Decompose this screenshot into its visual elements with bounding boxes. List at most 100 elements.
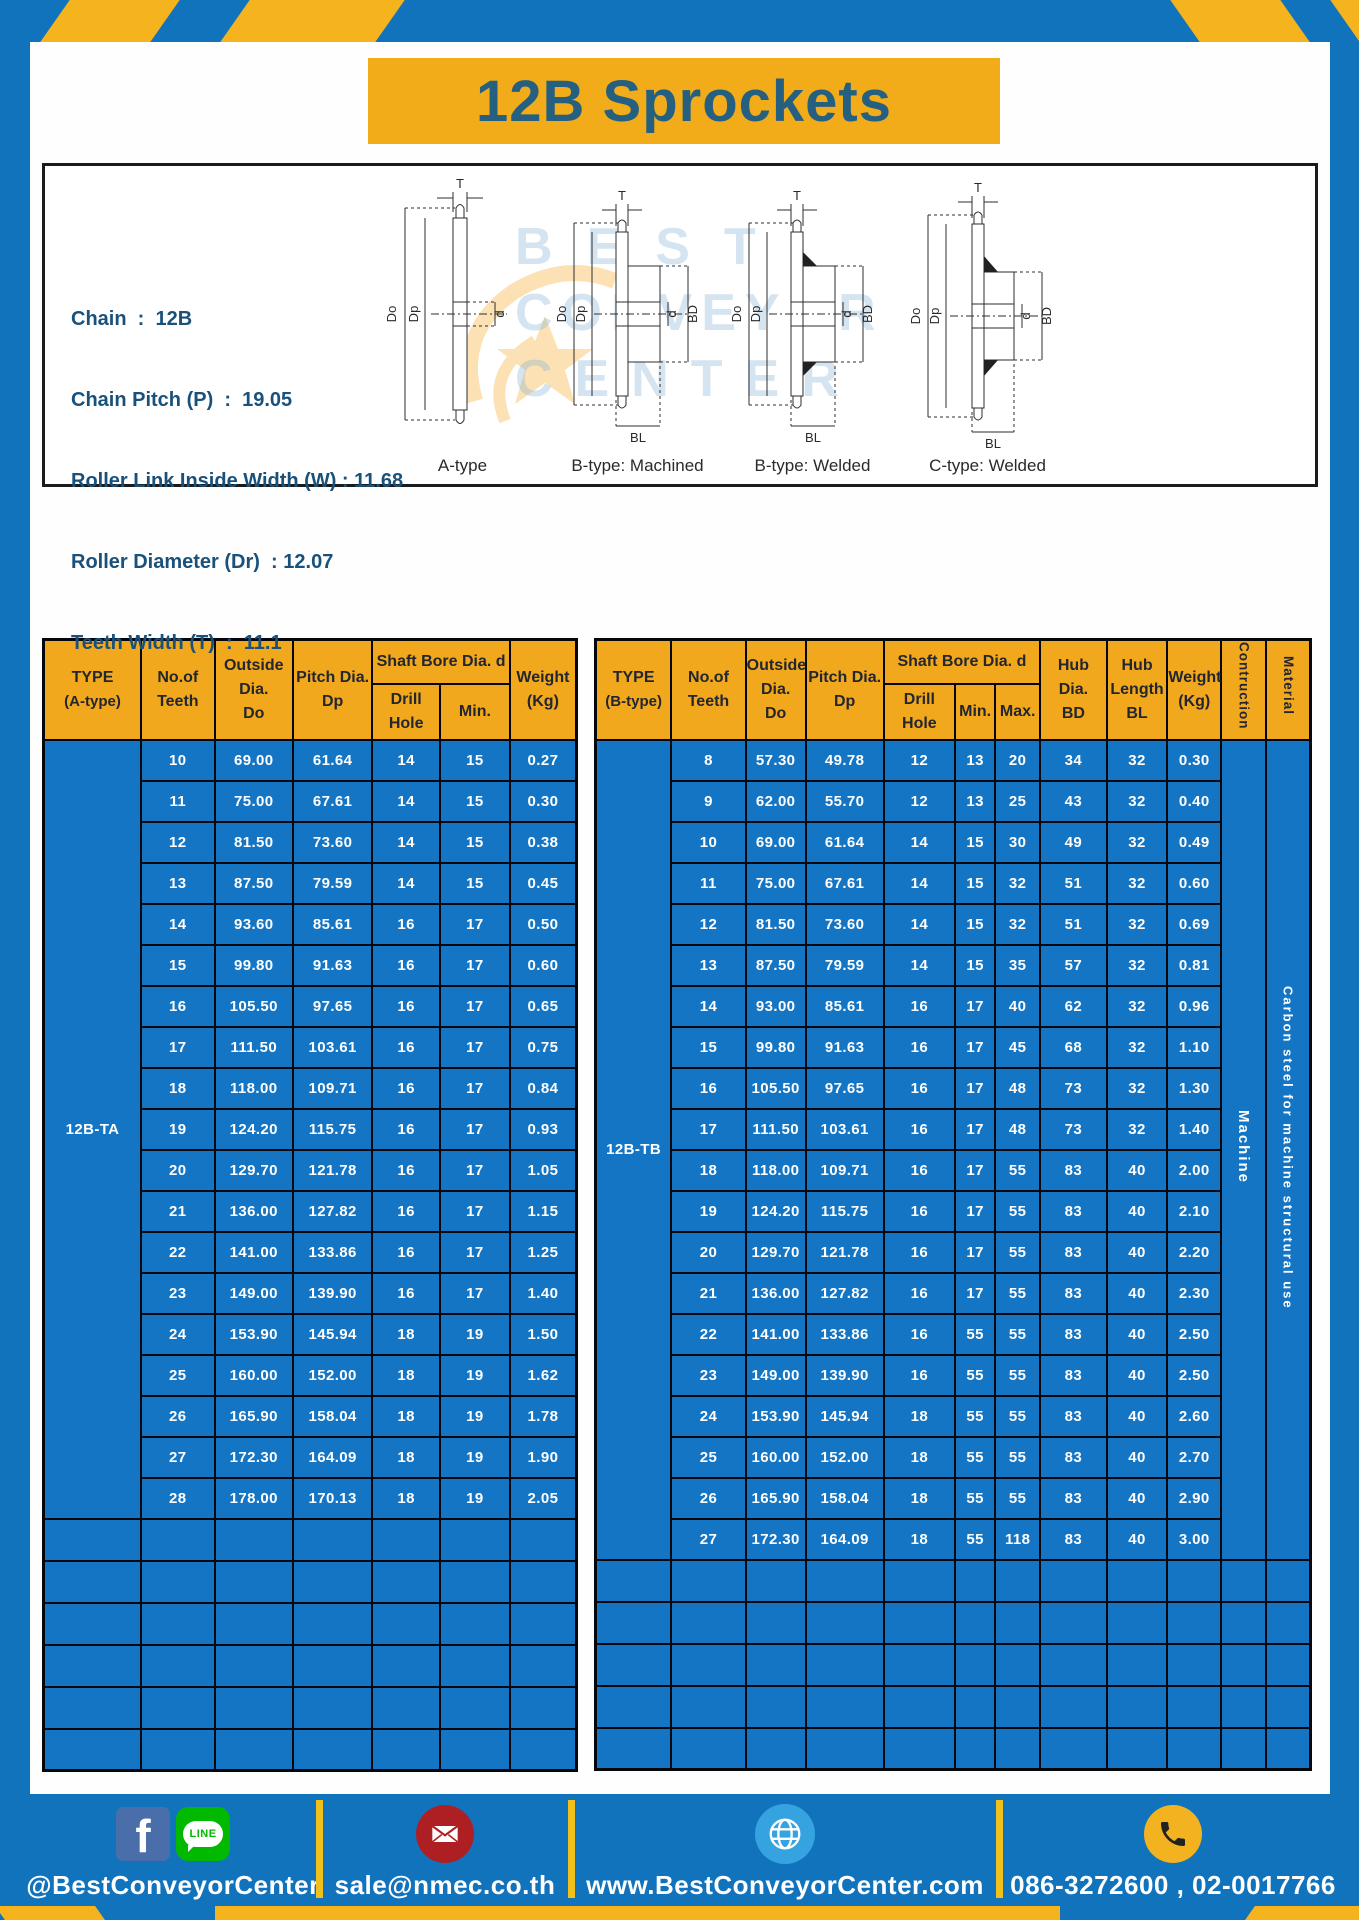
sprocket-drawings: T Do Dp d A-type (375, 174, 1075, 479)
table-cell: 21 (140, 1189, 216, 1233)
col-header-type: TYPE (B-type) (594, 638, 673, 741)
table-cell: 93.60 (213, 902, 294, 946)
table-cell (1220, 1684, 1268, 1729)
table-row: 15 99.80 91.63 16 17 0.60 (44, 943, 578, 987)
table-cell: 81.50 (213, 820, 294, 864)
facebook-icon[interactable]: f (116, 1807, 170, 1861)
table-cell: 0.38 (508, 820, 578, 864)
table-row: 11 75.00 67.61 14 15 32 51 32 0.60 (596, 861, 1311, 905)
table-cell: 16 (882, 1107, 957, 1151)
empty-table-row (42, 1685, 578, 1730)
table-cell (508, 1517, 578, 1562)
table-row: 28 178.00 170.13 18 19 2.05 (44, 1476, 578, 1520)
table-cell: 17 (439, 1107, 511, 1151)
table-row: 24 153.90 145.94 18 55 55 83 40 2.60 (596, 1394, 1311, 1438)
table-cell: 17 (954, 1271, 997, 1315)
drawing-c-type-welded: T Do Dp d BD (900, 174, 1075, 479)
table-cell: 12 (140, 820, 216, 864)
globe-icon[interactable] (755, 1804, 815, 1864)
line-icon[interactable]: LINE (176, 1807, 230, 1861)
table-cell: 3.00 (1166, 1517, 1223, 1561)
dim-label: d (1018, 312, 1033, 319)
table-cell (371, 1685, 442, 1730)
table-cell (954, 1642, 997, 1687)
table-cell: 40 (1105, 1230, 1169, 1274)
table-cell: 139.90 (291, 1271, 374, 1315)
table-cell (42, 1559, 143, 1604)
table-cell (1265, 1642, 1312, 1687)
table-cell: 67.61 (291, 779, 374, 823)
dim-label: Dp (927, 308, 942, 325)
table-cell (1105, 1600, 1169, 1645)
website-url[interactable]: www.BestConveyorCenter.com (586, 1870, 984, 1900)
table-cell: 32 (994, 861, 1042, 905)
table-cell (594, 1726, 673, 1771)
table-cell (1039, 1600, 1108, 1645)
table-cell: 69.00 (213, 738, 294, 782)
table-cell (744, 1684, 807, 1729)
table-cell: 2.20 (1166, 1230, 1223, 1274)
table-cell (371, 1517, 442, 1562)
col-header-max: Max. (994, 682, 1042, 741)
col-header-drill-hole: Drill Hole (371, 682, 442, 741)
table-cell: 0.81 (1166, 943, 1223, 987)
drawing-caption: B-type: Machined (571, 456, 704, 475)
table-cell (994, 1558, 1042, 1603)
table-cell: 17 (954, 1107, 997, 1151)
dim-label: T (618, 188, 626, 203)
table-cell: 121.78 (291, 1148, 374, 1192)
empty-table-row (594, 1558, 1312, 1603)
table-cell: 83 (1039, 1476, 1108, 1520)
table-cell: 0.40 (1166, 779, 1223, 823)
table-row: 15 99.80 91.63 16 17 45 68 32 1.10 (596, 1025, 1311, 1069)
table-cell (594, 1684, 673, 1729)
table-cell: 145.94 (804, 1394, 885, 1438)
table-cell: 18 (882, 1476, 957, 1520)
website-section: www.BestConveyorCenter.com (580, 1804, 990, 1901)
table-cell: 27 (140, 1435, 216, 1479)
table-cell: 172.30 (744, 1517, 807, 1561)
table-cell: 127.82 (804, 1271, 885, 1315)
table-cell (439, 1517, 511, 1562)
table-cell: 17 (439, 984, 511, 1028)
table-cell (140, 1601, 216, 1646)
table-cell (994, 1600, 1042, 1645)
table-cell (439, 1685, 511, 1730)
table-cell (291, 1685, 374, 1730)
table-cell (291, 1727, 374, 1772)
table-cell: 18 (371, 1353, 442, 1397)
table-cell: 24 (670, 1394, 747, 1438)
table-cell: 55.70 (804, 779, 885, 823)
table-cell: 51 (1039, 902, 1108, 946)
phone-numbers[interactable]: 086-3272600 , 02-0017766 (1010, 1870, 1336, 1900)
table-cell: 160.00 (744, 1435, 807, 1479)
drawing-panel: BEST CONVEYOR CENTER Chain : 12B Chain P… (42, 163, 1318, 654)
table-cell: 16 (882, 1025, 957, 1069)
col-header-hub-dia: Hub Dia. BD (1039, 638, 1108, 741)
phone-icon[interactable] (1144, 1805, 1202, 1863)
table-cell: 32 (1105, 1107, 1169, 1151)
mail-icon[interactable] (416, 1805, 474, 1863)
table-cell: 105.50 (213, 984, 294, 1028)
watermark-logo-shape (445, 221, 655, 456)
spec-line: Chain Pitch (P) : 19.05 (71, 389, 293, 411)
email-address[interactable]: sale@nmec.co.th (334, 1870, 556, 1900)
social-handle[interactable]: @BestConveyorCenter (26, 1870, 320, 1900)
table-cell: 55 (994, 1189, 1042, 1233)
table-cell: 14 (670, 984, 747, 1028)
table-cell: 81.50 (744, 902, 807, 946)
table-cell: 1.15 (508, 1189, 578, 1233)
table-cell: 17 (439, 1025, 511, 1069)
table-cell: 55 (954, 1476, 997, 1520)
table-cell: 105.50 (744, 1066, 807, 1110)
table-cell: 55 (994, 1271, 1042, 1315)
table-cell: 118 (994, 1517, 1042, 1561)
table-row: 12 81.50 73.60 14 15 32 51 32 0.69 (596, 902, 1311, 946)
table-row: 13 87.50 79.59 14 15 35 57 32 0.81 (596, 943, 1311, 987)
table-cell (42, 1517, 143, 1562)
table-cell: 55 (994, 1230, 1042, 1274)
table-cell: 18 (371, 1312, 442, 1356)
table-cell (371, 1601, 442, 1646)
table-cell (1166, 1684, 1223, 1729)
table-cell (1039, 1558, 1108, 1603)
